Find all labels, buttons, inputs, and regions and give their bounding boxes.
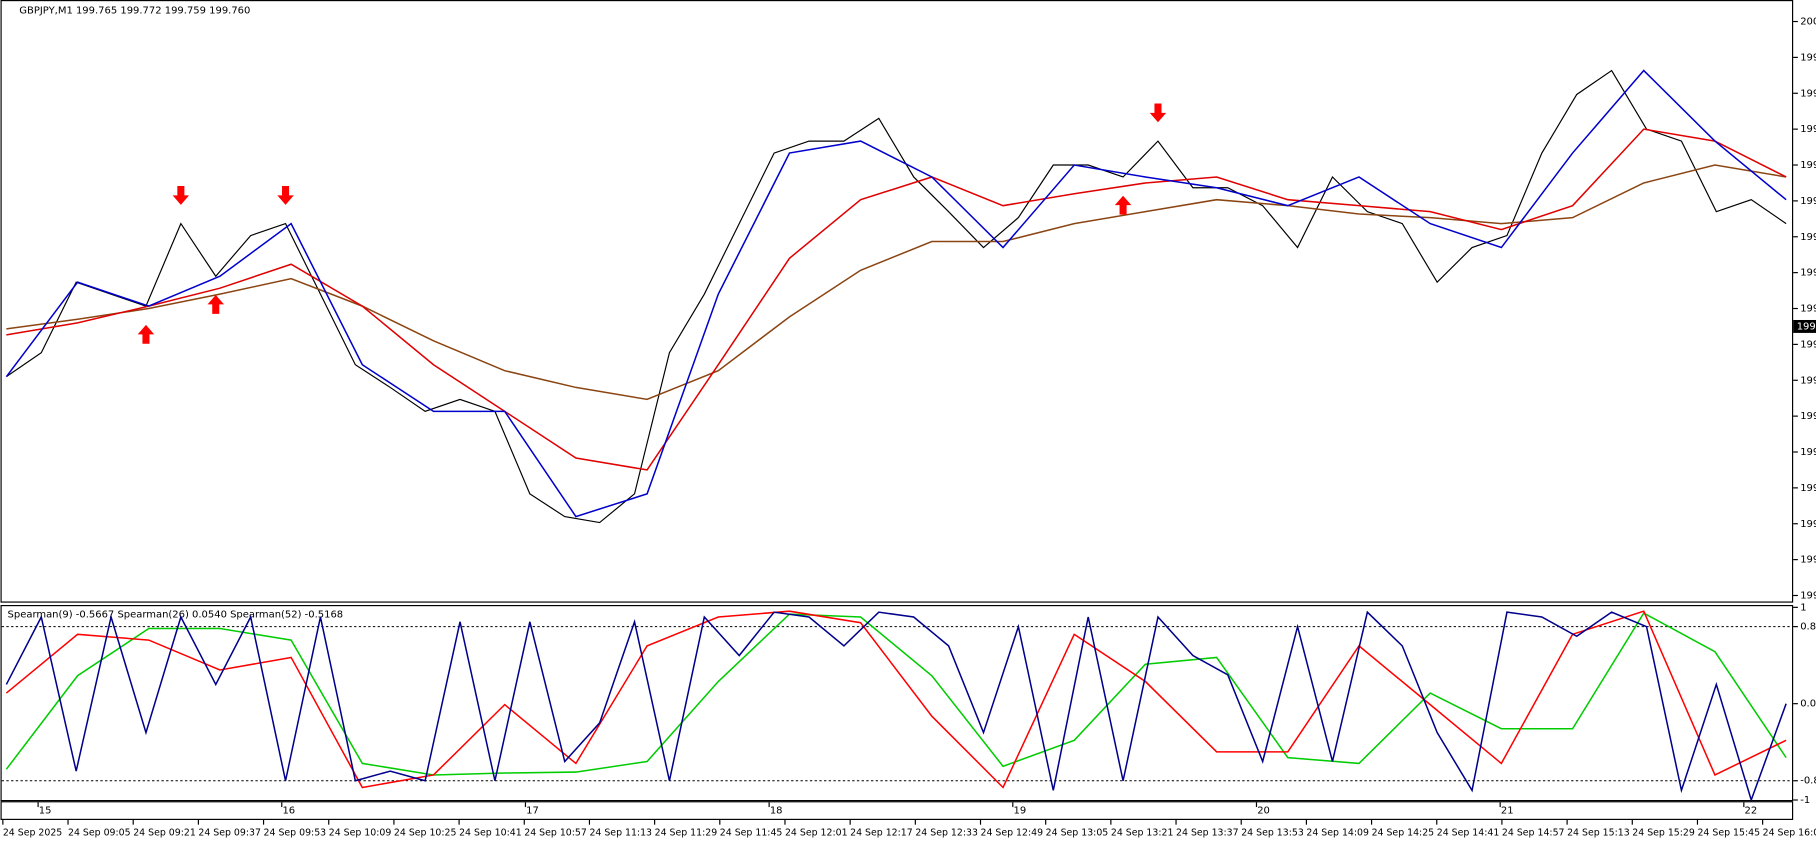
time-label: 24 Sep 14:09	[1306, 827, 1369, 838]
y-tick-label: 199.895	[1800, 160, 1816, 171]
time-label: 24 Sep 13:37	[1176, 827, 1239, 838]
time-label: 24 Sep 10:25	[394, 827, 457, 838]
time-label: 24 Sep 11:13	[589, 827, 652, 838]
day-label: 20	[1257, 806, 1270, 817]
time-label: 24 Sep 16:01	[1763, 827, 1816, 838]
buy-arrow	[1114, 195, 1132, 215]
day-strip	[0, 801, 1794, 820]
y-tick-label: 199.565	[1800, 555, 1816, 566]
time-label: 24 Sep 09:21	[133, 827, 196, 838]
time-label: 24 Sep 14:57	[1502, 827, 1565, 838]
y-tick-label: 199.865	[1800, 196, 1816, 207]
time-label: 24 Sep 2025	[3, 827, 62, 838]
time-label: 24 Sep 15:45	[1697, 827, 1760, 838]
buy-arrow	[137, 324, 155, 344]
time-label: 24 Sep 12:17	[850, 827, 913, 838]
series-line	[5, 69, 1787, 518]
time-label: 24 Sep 10:57	[524, 827, 587, 838]
y-tick-label: 1	[1800, 602, 1806, 613]
current-price-box	[1793, 319, 1816, 333]
time-label: 24 Sep 10:09	[329, 827, 392, 838]
series-line	[5, 612, 1787, 776]
day-label: 17	[526, 806, 539, 817]
time-label: 24 Sep 09:53	[264, 827, 327, 838]
oscillator-legend: Spearman(9) -0.5667 Spearman(26) 0.0540 …	[8, 609, 344, 620]
main-panel	[0, 0, 1794, 603]
series-line	[6, 164, 1787, 401]
day-label: 22	[1745, 806, 1758, 817]
series-line	[6, 69, 1787, 524]
symbol-header: GBPJPY,M1 199.765 199.772 199.759 199.76…	[19, 6, 250, 17]
y-tick-label: 199.625	[1800, 483, 1816, 494]
y-tick-label: 199.925	[1800, 124, 1816, 135]
day-label: 18	[770, 806, 783, 817]
time-label: 24 Sep 15:13	[1567, 827, 1630, 838]
time-label: 24 Sep 12:33	[915, 827, 978, 838]
y-tick-label: 200.015	[1800, 17, 1816, 28]
y-tick-label: 199.715	[1800, 375, 1816, 386]
sell-arrow	[172, 186, 190, 205]
time-label: 24 Sep 14:41	[1437, 827, 1500, 838]
time-label: 24 Sep 13:05	[1046, 827, 1109, 838]
series-line	[6, 128, 1787, 471]
time-label: 24 Sep 13:53	[1241, 827, 1304, 838]
sell-arrow	[277, 186, 294, 205]
time-label: 24 Sep 11:29	[655, 827, 718, 838]
time-label: 24 Sep 15:29	[1632, 827, 1695, 838]
buy-arrow	[207, 295, 224, 314]
time-label: 24 Sep 11:45	[720, 827, 783, 838]
y-tick-label: 199.535	[1800, 590, 1816, 601]
current-price-label: 199.760	[1797, 321, 1816, 332]
y-tick-label: 199.775	[1800, 304, 1816, 315]
y-tick-label: 0.00	[1800, 699, 1816, 710]
series-line	[5, 610, 1787, 789]
y-tick-label: 199.745	[1800, 339, 1816, 350]
y-tick-label: 199.655	[1800, 447, 1816, 458]
time-label: 24 Sep 09:37	[198, 827, 261, 838]
y-tick-label: 0.8	[1800, 622, 1816, 633]
y-tick-label: 199.985	[1800, 52, 1816, 63]
oscillator-panel	[0, 605, 1794, 802]
day-label: 21	[1501, 806, 1514, 817]
day-label: 19	[1014, 806, 1027, 817]
time-label: 24 Sep 12:01	[785, 827, 848, 838]
y-tick-label: -1	[1800, 795, 1810, 806]
y-tick-label: -0.8	[1800, 776, 1816, 787]
y-tick-label: 199.685	[1800, 411, 1816, 422]
y-tick-label: 199.835	[1800, 232, 1816, 243]
time-label: 24 Sep 12:49	[981, 827, 1044, 838]
series-line	[5, 610, 1787, 803]
time-label: 24 Sep 13:21	[1111, 827, 1174, 838]
time-label: 24 Sep 14:25	[1372, 827, 1435, 838]
day-label: 15	[39, 806, 52, 817]
sell-arrow	[1149, 103, 1167, 123]
day-label: 16	[282, 806, 295, 817]
time-label: 24 Sep 09:05	[68, 827, 131, 838]
time-label: 24 Sep 10:41	[459, 827, 522, 838]
y-tick-label: 199.595	[1800, 519, 1816, 530]
y-tick-label: 199.805	[1800, 268, 1816, 279]
y-tick-label: 199.955	[1800, 88, 1816, 99]
